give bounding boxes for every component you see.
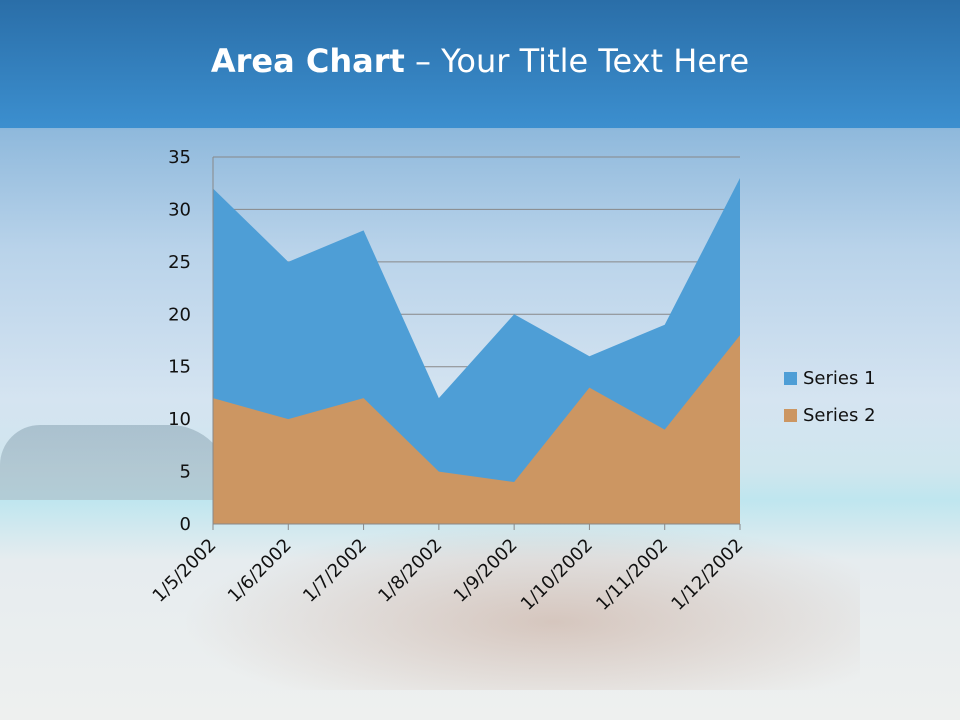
- y-tick-label: 15: [168, 357, 191, 378]
- x-tick-label: 1/11/2002: [592, 535, 672, 615]
- area-series-2: [213, 335, 740, 524]
- y-tick-label: 20: [168, 304, 191, 325]
- background-figure: [180, 520, 860, 690]
- legend-item-series-2: Series 2: [784, 397, 876, 434]
- x-tick-label: 1/10/2002: [517, 535, 597, 615]
- x-tick-label: 1/7/2002: [299, 535, 371, 607]
- x-tick-label: 1/9/2002: [450, 535, 522, 607]
- legend-item-series-1: Series 1: [784, 360, 876, 397]
- background-island: [0, 425, 230, 500]
- y-tick-label: 25: [168, 252, 191, 273]
- title-banner: [0, 0, 960, 128]
- x-tick-label: 1/6/2002: [224, 535, 296, 607]
- legend: Series 1 Series 2: [784, 360, 876, 434]
- y-tick-label: 35: [168, 147, 191, 168]
- y-tick-label: 5: [180, 462, 191, 483]
- legend-label: Series 2: [803, 405, 876, 426]
- legend-swatch: [784, 372, 797, 385]
- y-tick-label: 30: [168, 199, 191, 220]
- y-tick-label: 0: [180, 514, 191, 535]
- legend-label: Series 1: [803, 368, 876, 389]
- legend-swatch: [784, 409, 797, 422]
- x-tick-label: 1/12/2002: [667, 535, 747, 615]
- y-tick-label: 10: [168, 409, 191, 430]
- title-bold: Area Chart: [210, 42, 405, 80]
- slide-title: Area Chart – Your Title Text Here: [0, 42, 960, 80]
- x-tick-label: 1/5/2002: [149, 535, 221, 607]
- x-tick-label: 1/8/2002: [374, 535, 446, 607]
- title-rest: – Your Title Text Here: [404, 42, 750, 80]
